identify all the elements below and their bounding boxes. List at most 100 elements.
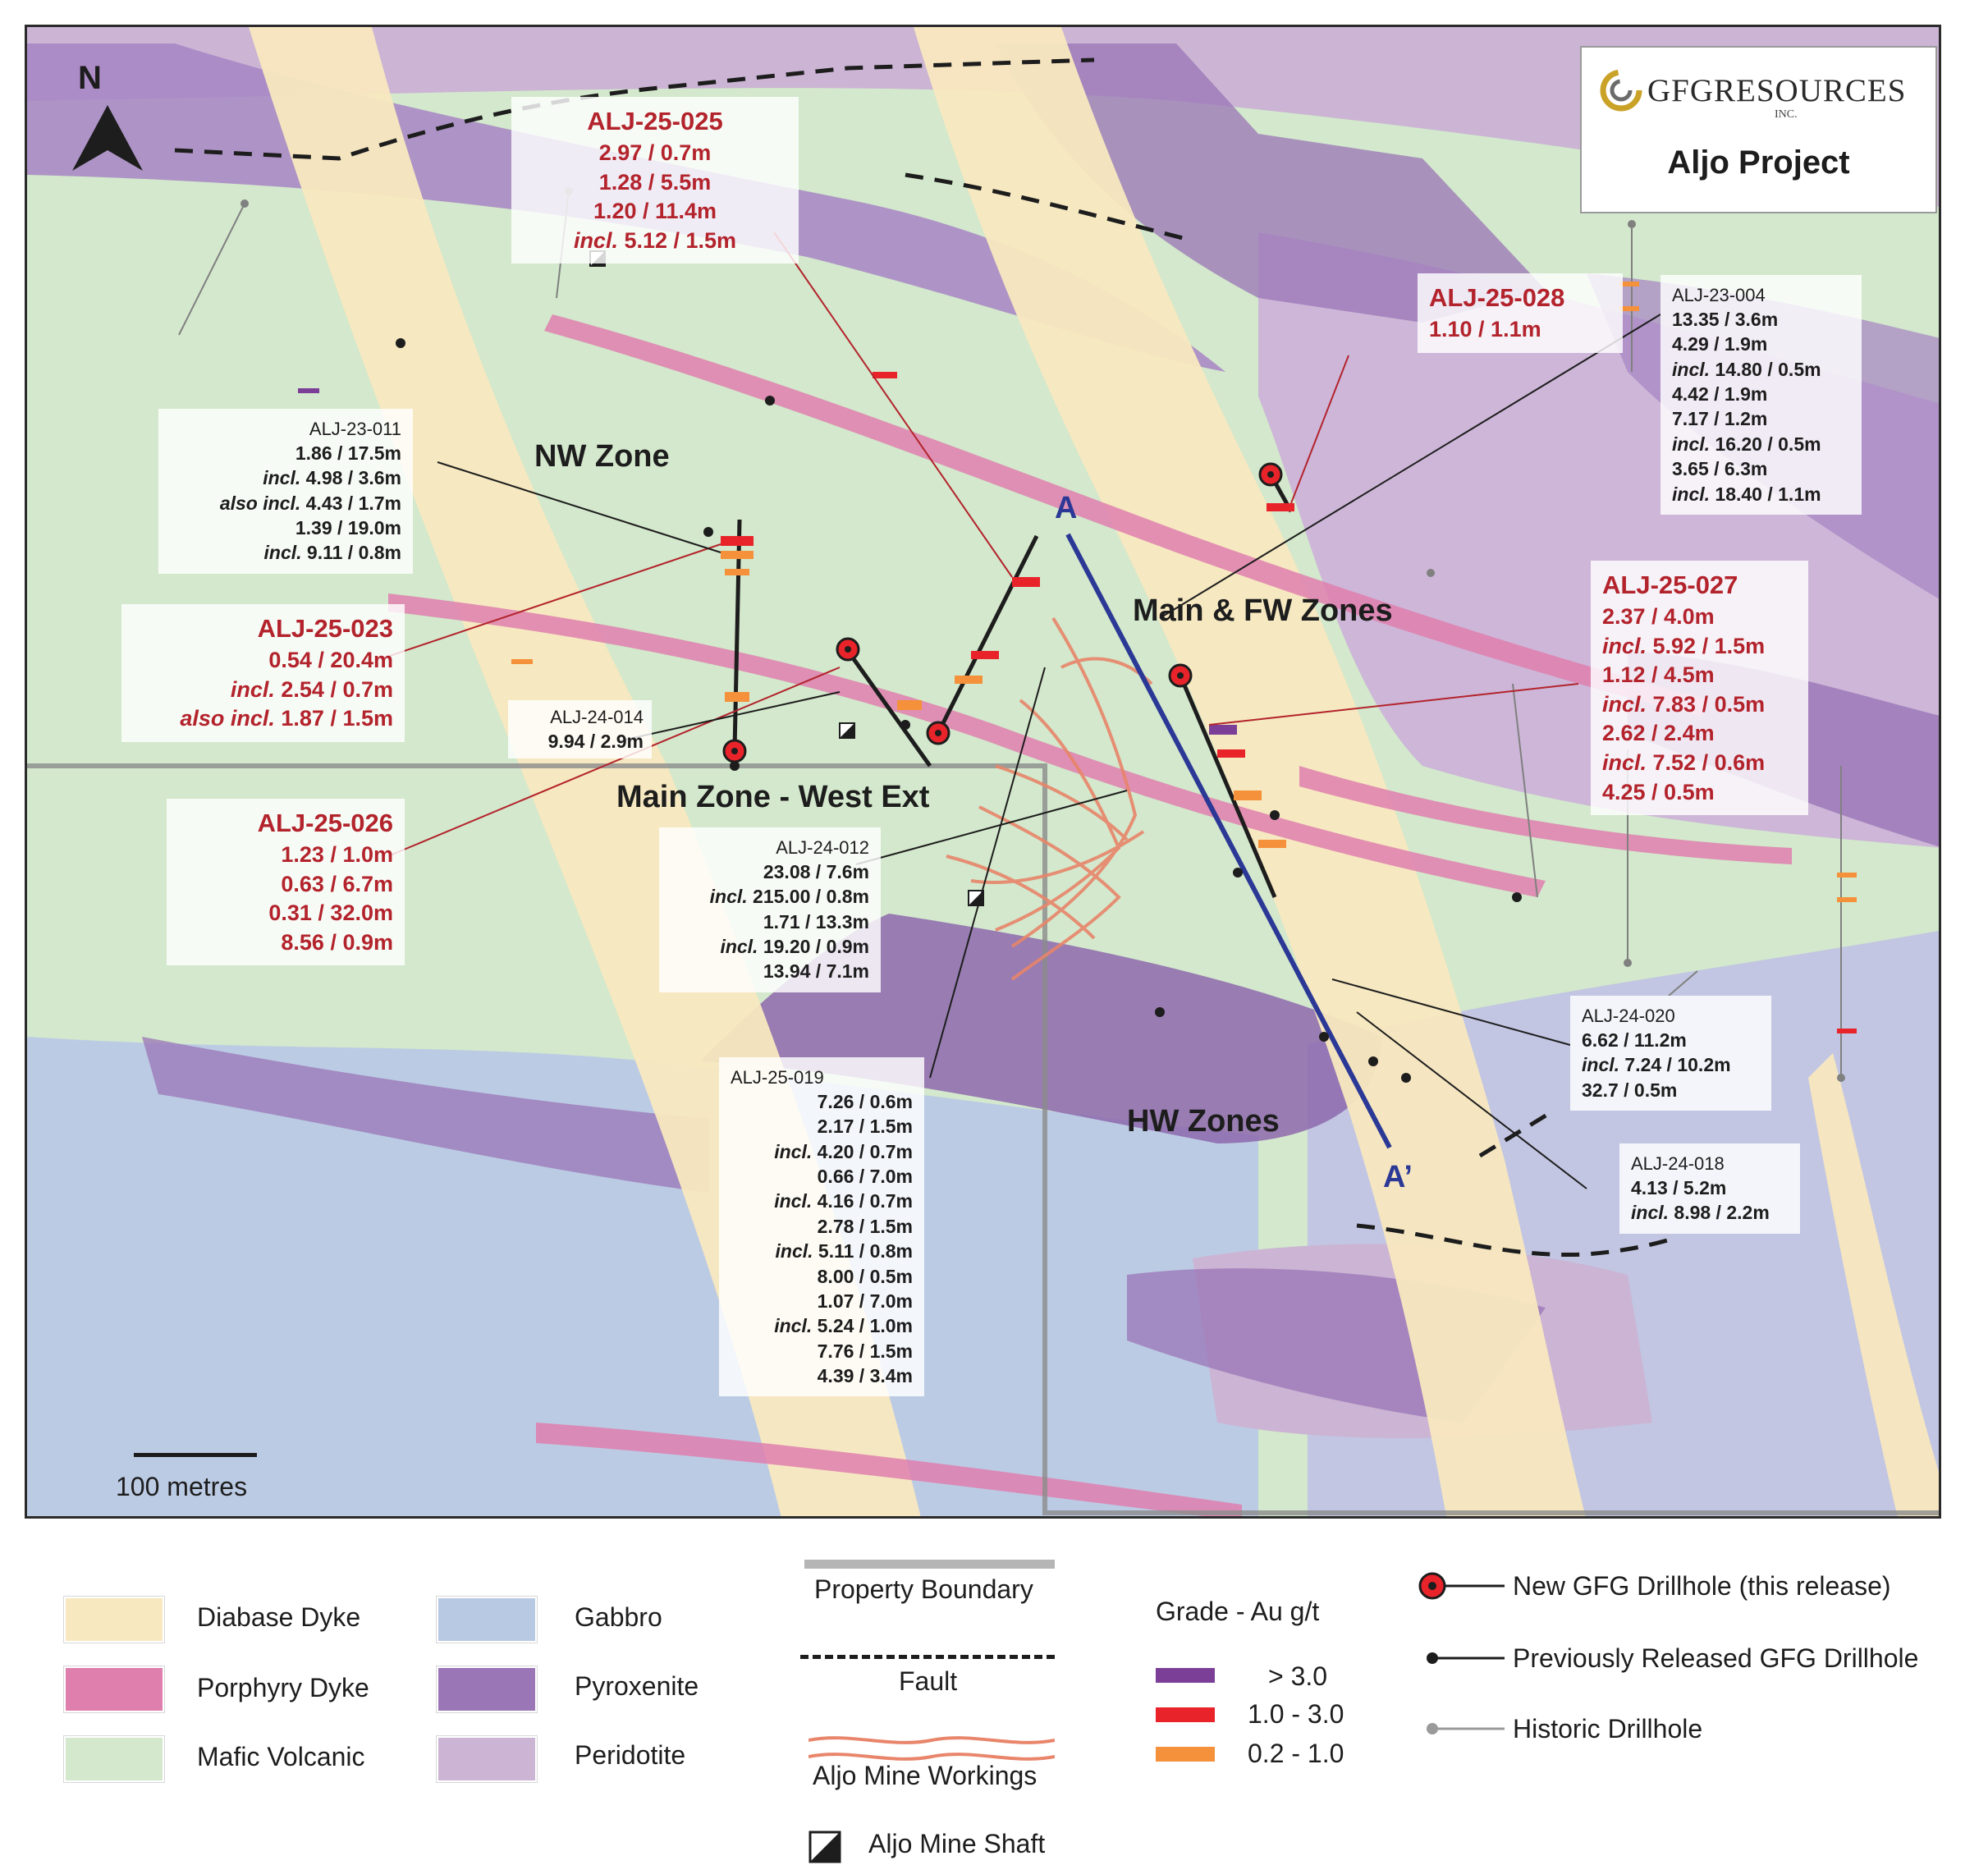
legend-swatch-mafic [64, 1736, 164, 1782]
intercept: incl. 7.24 / 10.2m [1582, 1054, 1731, 1076]
intercept: 4.13 / 5.2m [1631, 1177, 1727, 1199]
diabase-dyke-east [1808, 1053, 1939, 1516]
porphyry-dyke-3 [1299, 766, 1792, 864]
intercept: incl. 4.98 / 3.6m [263, 467, 401, 489]
intercept: 32.7 / 0.5m [1582, 1079, 1678, 1101]
intercept: 4.39 / 3.4m [817, 1364, 913, 1386]
intercept: 13.94 / 7.1m [763, 960, 869, 983]
company-logo-icon [1600, 69, 1642, 112]
intercept: 0.31 / 32.0m [268, 900, 393, 926]
callout-alj-24-020: ALJ-24-020 6.62 / 11.2m incl. 7.24 / 10.… [1570, 996, 1771, 1111]
legend-grade-label-low: 0.2 - 1.0 [1248, 1739, 1344, 1768]
intercept: 2.37 / 4.0m [1602, 603, 1715, 629]
legend-label-new-drillhole: New GFG Drillhole (this release) [1513, 1571, 1891, 1601]
drillhole-name: ALJ-24-018 [1631, 1153, 1725, 1174]
drillhole-name: ALJ-23-011 [309, 419, 401, 439]
legend-grade-title: Grade - Au g/t [1156, 1597, 1320, 1626]
intercept: 9.94 / 2.9m [547, 731, 644, 753]
drillhole-name: ALJ-24-014 [550, 707, 644, 727]
drillhole-name: ALJ-25-026 [257, 809, 393, 837]
porphyry-dyke-1 [544, 314, 1710, 717]
drillhole-name: ALJ-25-027 [1602, 570, 1738, 599]
intercept: 3.65 / 6.3m [1672, 458, 1768, 480]
legend-swatch-pyroxenite [437, 1666, 537, 1712]
company-suffix: INC. [1775, 108, 1798, 121]
leader-lines-dark [437, 314, 1661, 1189]
legend-label-prev-drillhole: Previously Released GFG Drillhole [1513, 1643, 1919, 1673]
legend-new-drillhole-icon [1418, 1572, 1505, 1600]
intercept: 6.62 / 11.2m [1582, 1029, 1687, 1052]
intercept: 0.66 / 7.0m [817, 1166, 913, 1188]
legend-property-boundary-line [804, 1560, 1055, 1569]
intercept: 2.78 / 1.5m [817, 1215, 913, 1237]
legend-label-pyroxenite: Pyroxenite [575, 1671, 699, 1701]
intercept: 2.17 / 1.5m [817, 1116, 913, 1138]
callout-alj-24-012: ALJ-24-012 23.08 / 7.6m incl. 215.00 / 0… [659, 827, 881, 992]
intercept: 8.56 / 0.9m [281, 929, 393, 955]
leader-lines-red [379, 231, 1579, 857]
company-name: GFGRESOURCES [1647, 73, 1907, 108]
intercept: incl. 2.54 / 0.7m [230, 676, 393, 702]
intercept: incl. 9.11 / 0.8m [263, 542, 402, 564]
legend-swatch-porphyry [64, 1666, 164, 1712]
intercept: incl. 7.83 / 0.5m [1602, 691, 1766, 717]
legend-label-historic-drillhole: Historic Drillhole [1513, 1714, 1703, 1744]
zone-label-main-west: Main Zone - West Ext [616, 780, 930, 814]
legend-grade-swatch-mid [1156, 1707, 1215, 1722]
intercept: incl. 14.80 / 0.5m [1672, 358, 1821, 380]
fault-north-2 [905, 172, 1193, 243]
new-drill-traces [732, 473, 1294, 898]
intercept: 7.17 / 1.2m [1672, 408, 1768, 430]
north-arrow-shape [72, 105, 143, 171]
intercept: 1.23 / 1.0m [281, 841, 393, 867]
callout-alj-25-019: ALJ-25-019 7.26 / 0.6m 2.17 / 1.5m incl.… [719, 1057, 924, 1397]
gabbro-unit [27, 1037, 1258, 1516]
intercept: 1.07 / 7.0m [817, 1290, 913, 1312]
intercept: incl. 4.20 / 0.7m [774, 1140, 913, 1162]
legend-grade-swatch-high [1156, 1668, 1215, 1683]
intercept: 4.42 / 1.9m [1672, 383, 1768, 406]
scale-bar-label: 100 metres [116, 1472, 248, 1501]
legend-label-peridotite: Peridotite [575, 1740, 686, 1770]
intercept: 4.29 / 1.9m [1672, 333, 1768, 355]
drillhole-name: ALJ-25-023 [257, 614, 393, 643]
legend: Diabase Dyke Porphyry Dyke Mafic Volcani… [0, 1527, 1988, 1865]
legend-mine-shaft-icon [808, 1831, 841, 1863]
pyroxenite-unit-sw [142, 1037, 708, 1193]
intercept: incl. 19.20 / 0.9m [720, 936, 869, 958]
section-label-a-prime: A’ [1383, 1160, 1413, 1194]
intercept: incl. 215.00 / 0.8m [709, 886, 869, 908]
porphyry-dyke-4 [536, 1423, 1242, 1516]
callout-alj-25-023: ALJ-25-023 0.54 / 20.4m incl. 2.54 / 0.7… [121, 604, 405, 742]
callout-alj-25-026: ALJ-25-026 1.23 / 1.0m 0.63 / 6.7m 0.31 … [167, 799, 405, 966]
legend-label-mine-workings: Aljo Mine Workings [813, 1761, 1038, 1790]
drillhole-name: ALJ-25-025 [587, 107, 723, 135]
legend-swatch-diabase [64, 1597, 164, 1643]
intercept: incl. 5.12 / 1.5m [573, 227, 737, 253]
intercept: incl. 5.11 / 0.8m [775, 1240, 914, 1262]
scale-bar [134, 1453, 257, 1457]
intercept: 0.63 / 6.7m [281, 871, 393, 896]
intercept: incl. 4.16 / 0.7m [774, 1190, 913, 1212]
fault-north [174, 57, 1095, 161]
legend-fault-line [800, 1655, 1055, 1659]
drillhole-name: ALJ-25-019 [731, 1067, 824, 1088]
project-title: Aljo Project [1667, 144, 1850, 181]
legend-label-diabase: Diabase Dyke [197, 1602, 361, 1632]
legend-label-porphyry: Porphyry Dyke [197, 1673, 369, 1702]
grade-intercepts [298, 282, 1857, 1033]
callout-alj-25-025: ALJ-25-025 2.97 / 0.7m 1.28 / 5.5m 1.20 … [511, 97, 799, 264]
zone-label-nw: NW Zone [534, 439, 670, 474]
property-boundary [27, 763, 1939, 1515]
intercept: incl. 5.24 / 1.0m [774, 1315, 913, 1337]
intercept: 2.97 / 0.7m [598, 140, 712, 165]
north-label: N [78, 60, 102, 96]
legend-grade-swatch-low [1156, 1747, 1215, 1762]
intercept: 1.39 / 19.0m [295, 517, 401, 539]
pyroxenite-unit-ne [996, 44, 1546, 323]
callout-alj-25-028: ALJ-25-028 1.10 / 1.1m [1418, 273, 1623, 353]
intercept: 0.54 / 20.4m [268, 647, 393, 672]
section-line [1065, 533, 1392, 1149]
callout-alj-23-004: ALJ-23-004 13.35 / 3.6m 4.29 / 1.9m incl… [1660, 275, 1862, 515]
section-label-a: A [1055, 491, 1078, 525]
